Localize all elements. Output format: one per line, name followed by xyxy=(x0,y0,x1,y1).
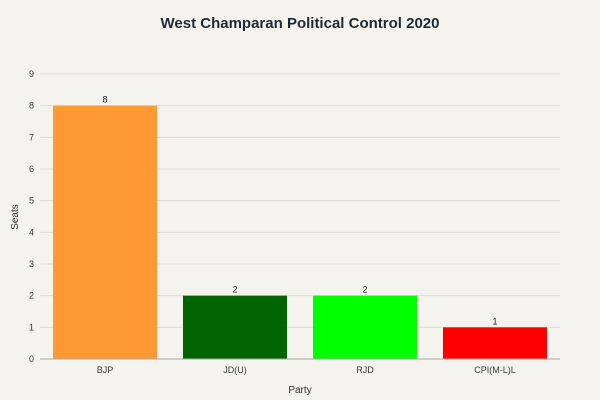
data-labels: 8 2 2 1 xyxy=(102,95,497,327)
bar xyxy=(183,295,287,359)
y-tick-label: 2 xyxy=(29,291,34,301)
y-axis-label: Seats xyxy=(10,204,21,230)
data-label: 2 xyxy=(362,285,367,295)
y-tick-label: 9 xyxy=(29,69,34,79)
y-axis-ticks: 0 1 2 3 4 5 6 7 8 9 xyxy=(29,69,34,364)
chart-title: West Champaran Political Control 2020 xyxy=(161,15,440,32)
data-label: 2 xyxy=(232,285,237,295)
x-tick-label: RJD xyxy=(356,365,374,375)
bar xyxy=(313,295,417,359)
bar xyxy=(53,105,157,360)
y-tick-label: 0 xyxy=(29,354,34,364)
y-tick-label: 5 xyxy=(29,196,34,206)
data-label: 1 xyxy=(492,316,497,326)
x-axis-label: Party xyxy=(288,385,311,396)
x-tick-label: JD(U) xyxy=(223,365,247,375)
data-label: 8 xyxy=(102,95,107,105)
y-tick-label: 7 xyxy=(29,132,34,142)
y-tick-label: 6 xyxy=(29,164,34,174)
y-tick-label: 4 xyxy=(29,227,34,237)
bar xyxy=(443,327,547,359)
y-tick-label: 3 xyxy=(29,259,34,269)
x-tick-label: BJP xyxy=(97,365,114,375)
bars xyxy=(53,105,547,360)
x-tick-label: CPI(M-L)L xyxy=(474,365,516,375)
y-tick-label: 8 xyxy=(29,101,34,111)
y-tick-label: 1 xyxy=(29,322,34,332)
x-axis-ticks: BJP JD(U) RJD CPI(M-L)L xyxy=(97,365,516,375)
